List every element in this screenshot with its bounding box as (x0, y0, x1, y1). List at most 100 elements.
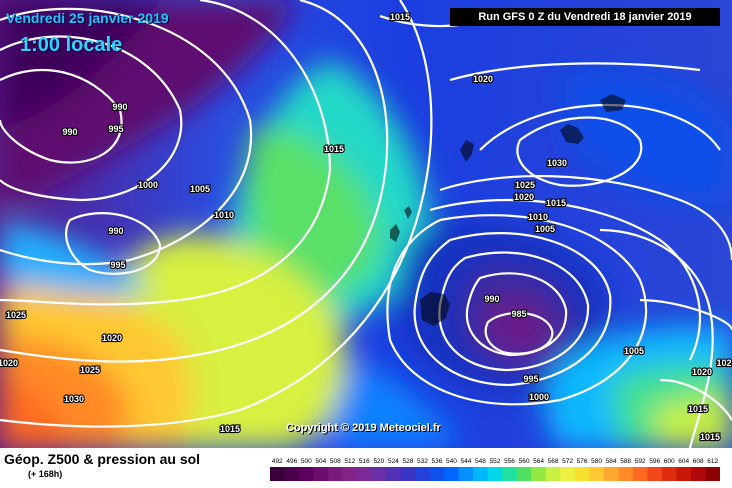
scale-tick-label: 544 (461, 458, 472, 465)
isobar-label-1015-top: 1015 (390, 12, 410, 22)
scale-tick-label: 608 (693, 458, 704, 465)
scale-tick-label: 564 (533, 458, 544, 465)
scale-tick-label: 584 (606, 458, 617, 465)
scale-swatch (342, 467, 358, 481)
isobar-label-1010-c: 1010 (528, 212, 548, 222)
scale-tick-label: 560 (519, 458, 530, 465)
scale-swatch (574, 467, 590, 481)
geopotential-map: 1015 990 990 995 1000 1005 1010 1015 1020 1030 102… (0, 0, 732, 448)
scale-swatch (661, 467, 677, 481)
scale-tick-label: 540 (446, 458, 457, 465)
isobar-label-990-nw: 990 (112, 102, 127, 112)
scale-tick-label: 568 (548, 458, 559, 465)
scale-tick-label: 504 (315, 458, 326, 465)
isobar-label-1005-nw: 1005 (190, 184, 210, 194)
scale-swatch (502, 467, 518, 481)
isobar-label-995-nw: 995 (108, 124, 123, 134)
isobar-label-1015-se2: 1015 (700, 432, 720, 442)
isobar-label-1005-c: 1005 (535, 224, 555, 234)
isobar-label-1025-c: 1025 (515, 180, 535, 190)
legend-footer: Géop. Z500 & pression au sol (+ 168h) 49… (0, 448, 732, 488)
isobar-label-1000-nw: 1000 (138, 180, 158, 190)
scale-swatch (299, 467, 315, 481)
scale-tick-label: 536 (432, 458, 443, 465)
scale-tick-label: 604 (678, 458, 689, 465)
isobar-label-1015-se: 1015 (688, 404, 708, 414)
isobar-label-995-low-e: 995 (523, 374, 538, 384)
scale-swatch (545, 467, 561, 481)
scale-tick-label: 552 (490, 458, 501, 465)
scale-tick-label: 516 (359, 458, 370, 465)
forecast-date: Vendredi 25 janvier 2019 (6, 10, 169, 26)
isobar-label-985-low-e: 985 (511, 309, 526, 319)
color-scale: 492 496 500 504 508 512 516 520 524 528 532 536 540 5… (270, 458, 720, 481)
scale-swatch (589, 467, 605, 481)
scale-swatch (429, 467, 445, 481)
scale-swatch (270, 467, 286, 481)
forecast-offset: (+ 168h) (28, 469, 63, 479)
scale-swatch (400, 467, 416, 481)
scale-swatch (386, 467, 402, 481)
scale-tick-label: 496 (286, 458, 297, 465)
scale-swatch (603, 467, 619, 481)
isobar-label-1020-far-w: 1020 (0, 358, 18, 368)
scale-swatch (444, 467, 460, 481)
scale-tick-label: 572 (562, 458, 573, 465)
isobar-label-1005-se: 1005 (624, 346, 644, 356)
copyright-notice: Copyright © 2019 Meteociel.fr (286, 422, 441, 434)
isobar-label-990-low-e: 990 (484, 294, 499, 304)
scale-swatch (313, 467, 329, 481)
scale-tick-label: 600 (664, 458, 675, 465)
isobar-label-102-e: 102 (716, 358, 731, 368)
scale-swatch (690, 467, 706, 481)
scale-tick-label: 596 (649, 458, 660, 465)
scale-tick-label: 528 (402, 458, 413, 465)
scale-tick-label: 524 (388, 458, 399, 465)
scale-tick-label: 508 (330, 458, 341, 465)
isobar-lines (0, 0, 732, 448)
scale-tick-label: 500 (301, 458, 312, 465)
scale-swatch (458, 467, 474, 481)
isobar-labels: 1015 990 990 995 1000 1005 1010 1015 1020 1030 102… (0, 11, 732, 443)
scale-swatch (531, 467, 547, 481)
legend-title: Géop. Z500 & pression au sol (4, 451, 201, 467)
scale-swatch (676, 467, 692, 481)
scale-swatch (487, 467, 503, 481)
isobar-label-990-nw2: 990 (62, 127, 77, 137)
isobar-label-990-low-w: 990 (108, 226, 123, 236)
scale-swatch (516, 467, 532, 481)
isobar-label-1030-ne: 1030 (547, 158, 567, 168)
scale-swatch (415, 467, 431, 481)
scale-tick-label: 512 (344, 458, 355, 465)
scale-tick-label: 548 (475, 458, 486, 465)
scale-swatch (647, 467, 663, 481)
scale-tick-label: 532 (417, 458, 428, 465)
scale-tick-label: 520 (373, 458, 384, 465)
coastline-hints (390, 94, 626, 326)
scale-tick-label: 492 (272, 458, 283, 465)
isobar-label-1015-s: 1015 (220, 424, 240, 434)
scale-tick-label: 556 (504, 458, 515, 465)
isobar-label-1015-n: 1015 (324, 144, 344, 154)
scale-swatch (284, 467, 300, 481)
isobar-label-995-low-w: 995 (110, 260, 125, 270)
isobar-label-1020-c: 1020 (514, 192, 534, 202)
isobar-label-1025-w: 1025 (6, 310, 26, 320)
scale-tick-label: 588 (620, 458, 631, 465)
isobar-label-1010-w: 1010 (214, 210, 234, 220)
scale-swatch (371, 467, 387, 481)
scale-swatch (328, 467, 344, 481)
isobar-label-1025-sw: 1025 (80, 365, 100, 375)
scale-swatch (632, 467, 648, 481)
scale-swatch (705, 467, 720, 481)
scale-swatch (473, 467, 489, 481)
isobar-label-1030-sw: 1030 (64, 394, 84, 404)
local-time: 1:00 locale (20, 34, 123, 56)
scale-tick-label: 580 (591, 458, 602, 465)
scale-swatch (357, 467, 373, 481)
isobar-label-1020-sw: 1020 (102, 333, 122, 343)
scale-tick-label: 612 (707, 458, 718, 465)
isobar-label-1000-s: 1000 (529, 392, 549, 402)
scale-tick-label: 576 (577, 458, 588, 465)
